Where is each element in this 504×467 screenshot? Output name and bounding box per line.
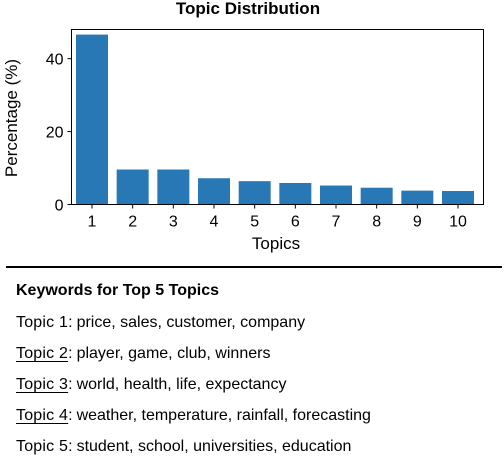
- y-tick-label: 20: [46, 125, 64, 142]
- topic-keywords-row: Topic 3: world, health, life, expectancy: [16, 376, 287, 393]
- topic-label[interactable]: Topic 2: [16, 345, 69, 362]
- keywords-heading: Keywords for Top 5 Topics: [16, 282, 219, 299]
- topic-keywords-row: Topic 5: student, school, universities, e…: [16, 438, 352, 455]
- topic-words: weather, temperature, rainfall, forecast…: [76, 407, 371, 424]
- x-tick-label: 5: [250, 214, 259, 231]
- x-tick-label: 2: [128, 214, 137, 231]
- section-divider: [6, 266, 502, 268]
- x-axis-label: Topics: [252, 234, 300, 253]
- y-tick-label: 0: [55, 198, 64, 215]
- x-tick-label: 6: [291, 214, 300, 231]
- x-tick-label: 1: [88, 214, 97, 231]
- topic-keywords-row: Topic 2: player, game, club, winners: [16, 345, 271, 362]
- topic-words: player, game, club, winners: [76, 345, 271, 362]
- bar-topic-6: [279, 182, 312, 205]
- x-tick-label: 4: [210, 214, 219, 231]
- bar-topic-3: [157, 169, 190, 205]
- x-tick-label: 7: [332, 214, 341, 231]
- bar-topic-7: [320, 185, 352, 205]
- topic-keywords-row: Topic 1: price, sales, customer, company: [16, 314, 306, 331]
- y-tick-label: 40: [46, 52, 64, 69]
- topic-distribution-chart: Topic Distribution 1 2 3 4 5 6 7 8 9 10 0 20 40 Top…: [2, 0, 484, 253]
- y-axis-label: Percentage (%): [2, 59, 21, 177]
- topic-label[interactable]: Topic 3: [16, 376, 69, 393]
- x-tick-label: 10: [449, 214, 467, 231]
- x-tick-label: 3: [169, 214, 178, 231]
- x-tick-label: 9: [413, 214, 422, 231]
- topic-words: world, health, life, expectancy: [76, 376, 287, 393]
- x-tick-label: 8: [372, 214, 381, 231]
- topic-keywords-row: Topic 4: weather, temperature, rainfall, …: [16, 407, 371, 424]
- bar-topic-4: [198, 178, 230, 205]
- bar-topic-1: [76, 34, 108, 205]
- topic-label: Topic 5: [16, 438, 69, 455]
- topic-label: Topic 1: [16, 314, 69, 331]
- bar-topic-5: [238, 181, 271, 205]
- bar-topic-2: [116, 169, 149, 205]
- topic-label[interactable]: Topic 4: [16, 407, 69, 424]
- bar-topic-9: [401, 190, 434, 205]
- bar-topic-8: [360, 187, 393, 205]
- topic-words: student, school, universities, education: [76, 438, 352, 455]
- chart-title: Topic Distribution: [176, 0, 320, 18]
- bar-topic-10: [442, 191, 474, 205]
- topic-keywords-list: Topic 1: price, sales, customer, company …: [16, 312, 371, 467]
- topic-words: price, sales, customer, company: [76, 314, 306, 331]
- plot-frame: [71, 29, 484, 205]
